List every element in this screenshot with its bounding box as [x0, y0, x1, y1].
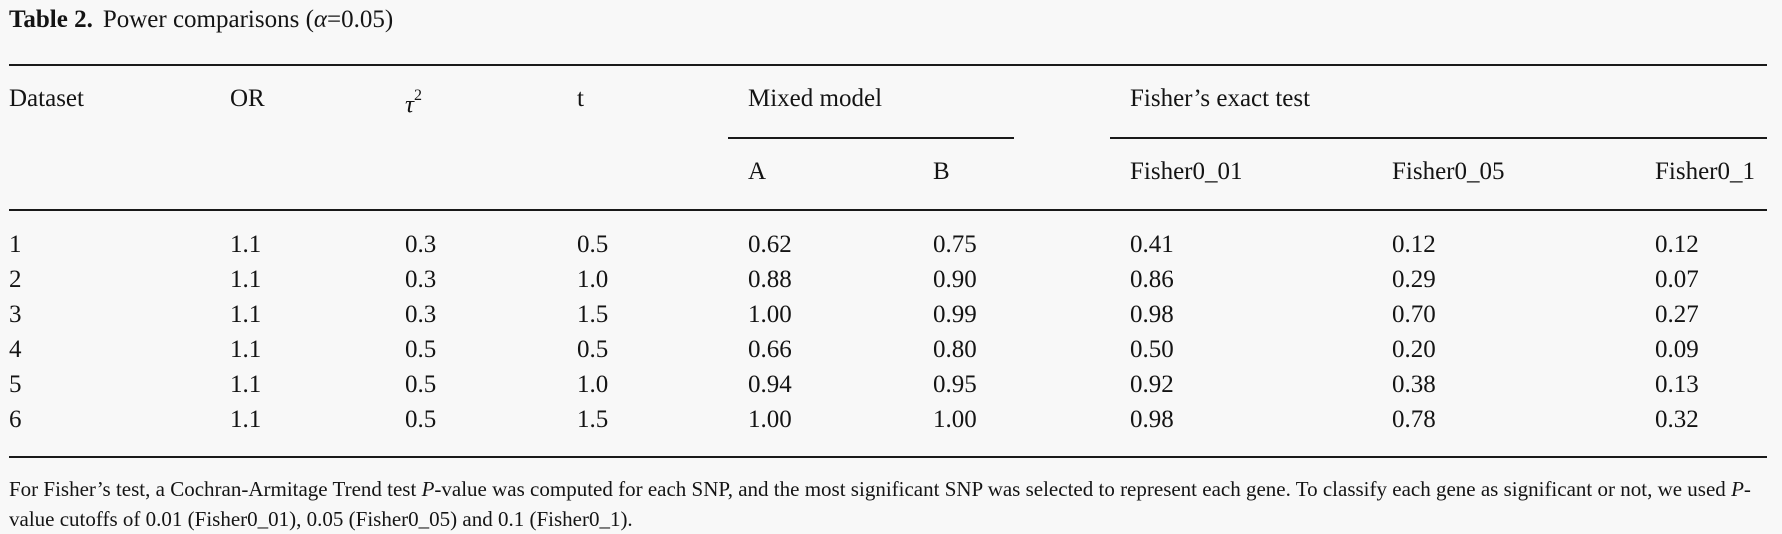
table-cell: 0.07 — [1655, 266, 1699, 293]
table-cell: 0.95 — [933, 371, 977, 398]
footnote-text-1: For Fisher’s test, a Cochran-Armitage Tr… — [9, 477, 422, 501]
header-or: OR — [230, 85, 265, 112]
header-group-mixed-model: Mixed model — [748, 85, 883, 112]
table-cell: 1.1 — [230, 301, 262, 328]
alpha-symbol: α — [313, 6, 328, 33]
table-cell: 4 — [9, 336, 22, 363]
table-cell: 1.0 — [577, 371, 609, 398]
footnote-p-italic-2: P — [1731, 477, 1744, 501]
table-cell: 0.41 — [1130, 231, 1174, 258]
header-tau: τ2 — [405, 84, 422, 120]
table-cell: 0.32 — [1655, 406, 1699, 433]
header-dataset: Dataset — [9, 85, 84, 112]
table-cell: 3 — [9, 301, 22, 328]
table-cell: 0.94 — [748, 371, 792, 398]
table-cell: 0.86 — [1130, 266, 1174, 293]
table-cell: 1.1 — [230, 266, 262, 293]
table-label: Table 2. — [9, 6, 93, 33]
table-cell: 0.78 — [1392, 406, 1436, 433]
table-cell: 6 — [9, 406, 22, 433]
table-cell: 1.00 — [748, 406, 792, 433]
table-cell: 2 — [9, 266, 22, 293]
table-cell: 0.98 — [1130, 301, 1174, 328]
table-cell: 0.3 — [405, 301, 437, 328]
table-cell: 1.5 — [577, 301, 609, 328]
table-cell: 0.90 — [933, 266, 977, 293]
header-bottom-rule — [9, 209, 1767, 211]
table-cell: 1 — [9, 231, 22, 258]
table-cell: 0.5 — [405, 406, 437, 433]
table-cell: 1.0 — [577, 266, 609, 293]
footnote-p-italic-1: P — [421, 477, 435, 501]
header-a: A — [748, 158, 767, 185]
table-cell: 0.27 — [1655, 301, 1699, 328]
header-fisher0-01: Fisher0_01 — [1130, 158, 1243, 185]
table-cell: 0.12 — [1392, 231, 1436, 258]
table-title-suffix: =0.05) — [327, 6, 394, 33]
footnote-text-2: -value was computed for each SNP, and th… — [434, 477, 1732, 501]
table-cell: 0.29 — [1392, 266, 1436, 293]
table-footnote: For Fisher’s test, a Cochran-Armitage Tr… — [9, 474, 1779, 534]
top-rule — [9, 64, 1767, 66]
table-cell: 0.3 — [405, 266, 437, 293]
table-cell: 0.38 — [1392, 371, 1436, 398]
tau-symbol: τ — [405, 91, 414, 119]
fisher-span-rule — [1110, 137, 1767, 139]
table-cell: 1.1 — [230, 336, 262, 363]
table-cell: 5 — [9, 371, 22, 398]
table-cell: 1.1 — [230, 371, 262, 398]
table-cell: 1.00 — [933, 406, 977, 433]
table-cell: 0.20 — [1392, 336, 1436, 363]
table-cell: 0.70 — [1392, 301, 1436, 328]
table-cell: 0.13 — [1655, 371, 1699, 398]
table-cell: 0.3 — [405, 231, 437, 258]
table-cell: 1.5 — [577, 406, 609, 433]
table-cell: 0.5 — [405, 336, 437, 363]
table-title-prefix: Power comparisons ( — [102, 6, 314, 33]
table-cell: 0.62 — [748, 231, 792, 258]
table-cell: 0.98 — [1130, 406, 1174, 433]
bottom-rule — [9, 456, 1767, 458]
table-cell: 0.66 — [748, 336, 792, 363]
table-cell: 0.5 — [577, 336, 609, 363]
header-fisher0-05: Fisher0_05 — [1392, 158, 1505, 185]
mixed-model-span-rule — [728, 137, 1014, 139]
header-group-fisher: Fisher’s exact test — [1130, 85, 1311, 112]
table-cell: 0.88 — [748, 266, 792, 293]
table-cell: 1.1 — [230, 231, 262, 258]
table-cell: 0.92 — [1130, 371, 1174, 398]
table-cell: 0.99 — [933, 301, 977, 328]
footnote-text-3: -value cutoffs of 0.01 (Fisher0_01), 0.0… — [9, 477, 1751, 531]
table-cell: 0.5 — [577, 231, 609, 258]
tau-exponent: 2 — [413, 87, 422, 104]
table-caption: Table 2. Power comparisons (α=0.05) — [9, 6, 393, 34]
header-t: t — [577, 85, 584, 112]
table-cell: 0.12 — [1655, 231, 1699, 258]
table-cell: 1.1 — [230, 406, 262, 433]
header-fisher0-1: Fisher0_1 — [1655, 158, 1755, 185]
table-cell: 0.75 — [933, 231, 977, 258]
table-cell: 0.80 — [933, 336, 977, 363]
table-cell: 0.09 — [1655, 336, 1699, 363]
header-b: B — [933, 158, 950, 185]
table-cell: 0.5 — [405, 371, 437, 398]
table-cell: 0.50 — [1130, 336, 1174, 363]
table-cell: 1.00 — [748, 301, 792, 328]
